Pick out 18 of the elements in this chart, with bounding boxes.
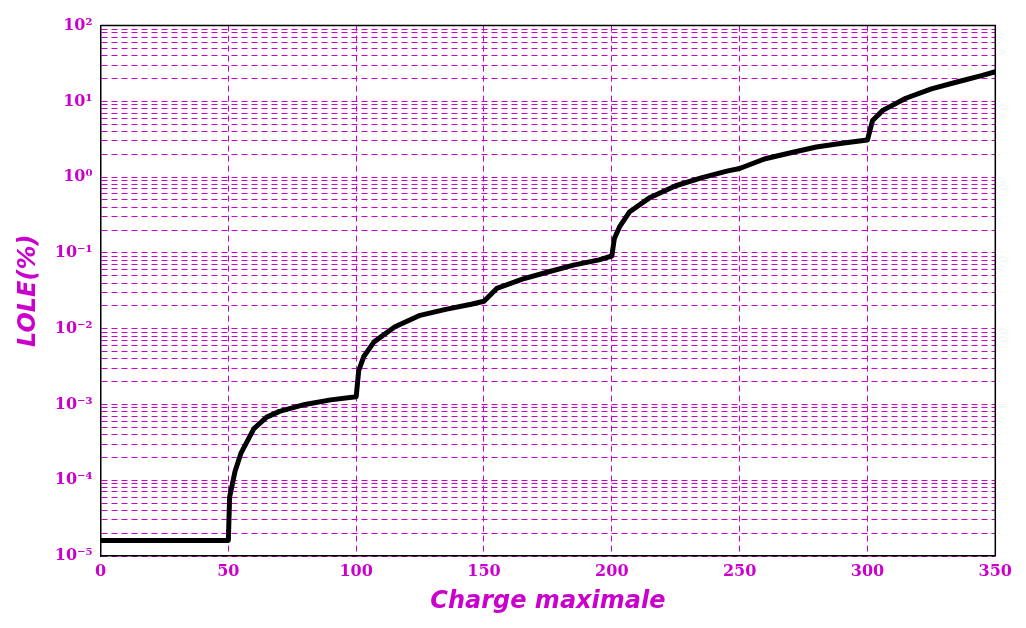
y-tick-label: 10⁻¹: [54, 242, 93, 262]
y-tick-label: 10⁻²: [54, 317, 93, 337]
x-tick-label: 0: [94, 560, 107, 580]
y-tick-label: 10⁻⁵: [54, 545, 93, 565]
y-axis-title: LOLE(%): [12, 234, 41, 348]
x-tick-label: 250: [722, 560, 757, 580]
x-tick-label: 100: [339, 560, 373, 580]
y-tick-label: 10⁻³: [54, 393, 93, 413]
x-tick-label: 200: [595, 560, 629, 580]
x-tick-label: 350: [978, 560, 1012, 580]
y-tick-label: 10¹: [63, 90, 93, 110]
x-tick-label: 150: [467, 560, 501, 580]
x-tick-label: 300: [850, 560, 885, 580]
y-tick-label: 10⁰: [63, 166, 93, 186]
y-tick-label: 10⁻⁴: [54, 469, 93, 489]
x-tick-label: 50: [217, 560, 240, 580]
x-axis-title: Charge maximale: [430, 585, 666, 614]
y-tick-label: 10²: [63, 14, 93, 34]
